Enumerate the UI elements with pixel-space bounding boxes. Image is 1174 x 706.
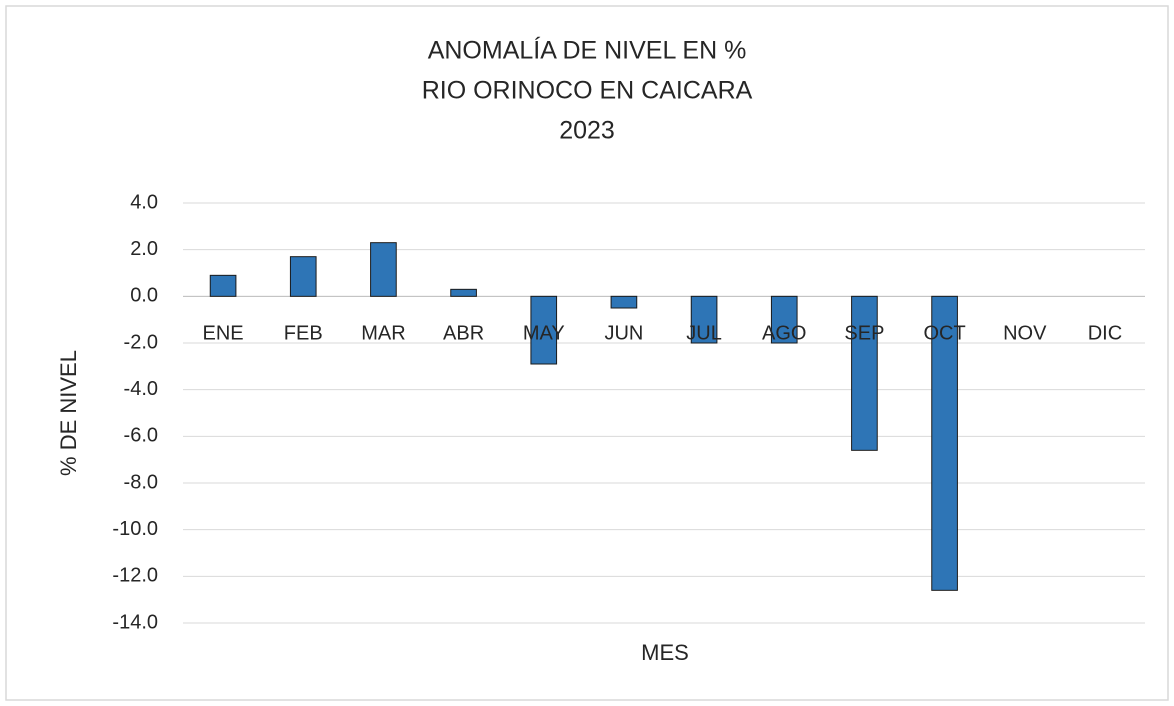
bar bbox=[370, 242, 397, 297]
bar bbox=[530, 295, 558, 365]
x-tick-label: MAY bbox=[523, 322, 565, 344]
chart-title: ANOMALÍA DE NIVEL EN % bbox=[428, 36, 747, 65]
chart-title: 2023 bbox=[559, 117, 615, 145]
x-tick-label: FEB bbox=[284, 322, 323, 344]
bar bbox=[450, 288, 477, 297]
x-tick-label: SEP bbox=[844, 322, 884, 344]
y-tick-label: -12.0 bbox=[112, 565, 158, 587]
chart-title: RIO ORINOCO EN CAICARA bbox=[422, 77, 753, 105]
x-tick-label: JUL bbox=[686, 322, 722, 344]
x-tick-label: ABR bbox=[443, 322, 484, 344]
x-tick-label: AGO bbox=[762, 322, 806, 344]
y-tick-label: 2.0 bbox=[130, 238, 158, 260]
x-tick-label: DIC bbox=[1088, 322, 1122, 344]
y-tick-label: -8.0 bbox=[124, 471, 158, 493]
x-tick-label: NOV bbox=[1003, 322, 1047, 344]
y-axis-title: % DE NIVEL bbox=[56, 350, 81, 476]
y-tick-label: -10.0 bbox=[112, 518, 158, 540]
x-tick-label: ENE bbox=[203, 322, 244, 344]
bar bbox=[770, 295, 798, 344]
x-tick-label: JUN bbox=[604, 322, 643, 344]
x-tick-label: OCT bbox=[923, 322, 965, 344]
x-axis-title: MES bbox=[641, 640, 689, 665]
labels: -14.0 -12.0 -10.0 -8.0 -6.0 -4.0 -2.0 0.0 2.0 4.0… bbox=[112, 191, 1122, 633]
y-tick-label: -14.0 bbox=[112, 611, 158, 633]
bar bbox=[851, 295, 878, 451]
bar bbox=[931, 295, 958, 591]
bars bbox=[209, 242, 958, 591]
bar bbox=[690, 295, 718, 344]
y-tick-label: -4.0 bbox=[124, 378, 158, 400]
y-tick-label: 4.0 bbox=[130, 191, 158, 213]
grid bbox=[183, 202, 1145, 624]
bar bbox=[610, 295, 638, 309]
x-tick-label: MAR bbox=[361, 322, 405, 344]
y-tick-label: -6.0 bbox=[124, 425, 158, 447]
y-tick-label: 0.0 bbox=[130, 285, 158, 307]
y-tick-label: -2.0 bbox=[124, 331, 158, 353]
chart-frame bbox=[5, 5, 1169, 701]
bar bbox=[209, 274, 237, 297]
bar bbox=[289, 256, 317, 297]
